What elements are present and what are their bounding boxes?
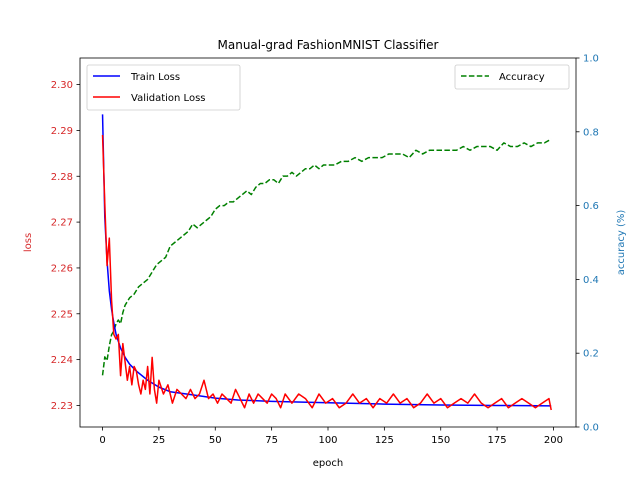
series-layer	[101, 114, 552, 411]
x-tick-label: 200	[544, 435, 563, 446]
x-tick-label: 100	[318, 435, 337, 446]
x-tick-label: 50	[209, 435, 222, 446]
chart-title: Manual-grad FashionMNIST Classifier	[218, 38, 439, 52]
y2-axis-label: accuracy (%)	[616, 210, 627, 276]
legend-right: Accuracy	[454, 64, 570, 90]
y2-tick-label: 0.8	[583, 127, 599, 138]
x-tick-label: 0	[99, 435, 105, 446]
legend-left-box	[86, 64, 241, 111]
y-tick-label: 2.27	[51, 218, 73, 229]
y2-tick-label: 0.2	[583, 349, 599, 360]
y2-axis-ticks: 0.0 0.2 0.4 0.6 0.8 1.0	[576, 54, 599, 434]
y-tick-label: 2.28	[51, 172, 73, 183]
legend-left: Train Loss Validation Loss	[86, 64, 241, 111]
legend-accuracy-label: Accuracy	[499, 72, 545, 83]
y2-tick-label: 1.0	[583, 54, 599, 65]
legend-right-box	[454, 64, 570, 90]
legend-validation-label: Validation Loss	[131, 93, 206, 104]
y-tick-label: 2.25	[51, 309, 73, 320]
x-tick-label: 150	[431, 435, 450, 446]
x-tick-label: 25	[153, 435, 166, 446]
legend-train-label: Train Loss	[130, 72, 180, 83]
y-tick-label: 2.24	[51, 355, 73, 366]
plot-area	[101, 114, 552, 411]
y2-tick-label: 0.0	[583, 423, 599, 434]
x-tick-label: 175	[488, 435, 507, 446]
y-tick-label: 2.23	[51, 401, 73, 412]
y-axis-label: loss	[23, 233, 34, 252]
y-tick-label: 2.30	[51, 80, 73, 91]
y2-tick-label: 0.6	[583, 201, 599, 212]
x-axis-ticks: 0 25 50 75 100 125 150 175 200	[99, 427, 563, 446]
accuracy-line	[101, 138, 552, 376]
x-tick-label: 125	[375, 435, 394, 446]
y-axis-ticks: 2.23 2.24 2.25 2.26 2.27 2.28 2.29 2.30	[51, 80, 80, 412]
y-tick-label: 2.29	[51, 126, 73, 137]
x-tick-label: 75	[265, 435, 278, 446]
x-axis-label: epoch	[313, 458, 343, 469]
y-tick-label: 2.26	[51, 263, 73, 274]
y2-tick-label: 0.4	[583, 275, 599, 286]
validation-loss-line	[101, 134, 552, 411]
